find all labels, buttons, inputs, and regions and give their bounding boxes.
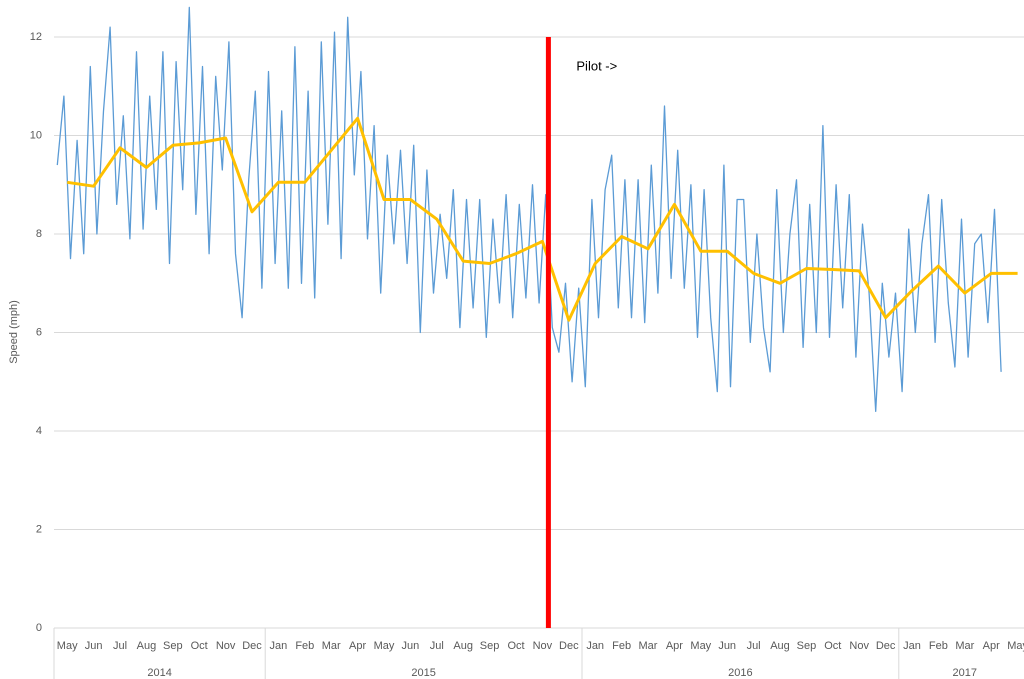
x-month-label: Nov <box>533 640 553 652</box>
x-month-label: Feb <box>295 640 314 652</box>
x-month-label: Dec <box>242 640 262 652</box>
x-month-label: Jun <box>85 640 103 652</box>
average-line <box>66 116 1018 322</box>
y-tick-label: 4 <box>36 425 42 437</box>
daily-line <box>56 6 1002 412</box>
y-tick-label: 2 <box>36 523 42 535</box>
x-month-label: May <box>57 640 78 652</box>
y-tick-label: 12 <box>30 31 42 43</box>
x-month-label: Apr <box>983 640 1000 652</box>
pilot-annotation: Pilot -> <box>576 58 617 73</box>
x-month-label: Mar <box>955 640 974 652</box>
x-month-label: Dec <box>876 640 896 652</box>
x-month-label: Sep <box>480 640 500 652</box>
x-month-label: Aug <box>453 640 473 652</box>
x-month-label: Jan <box>586 640 604 652</box>
y-tick-label: 10 <box>30 129 42 141</box>
y-tick-label: 8 <box>36 228 42 240</box>
x-month-label: Nov <box>849 640 869 652</box>
x-month-label: Jul <box>747 640 761 652</box>
x-month-label: May <box>690 640 711 652</box>
x-month-label: May <box>374 640 395 652</box>
x-month-label: Oct <box>507 640 524 652</box>
x-month-label: Jun <box>402 640 420 652</box>
y-tick-label: 6 <box>36 326 42 338</box>
x-month-label: Nov <box>216 640 236 652</box>
x-month-label: May <box>1007 640 1024 652</box>
x-month-label: Sep <box>163 640 183 652</box>
x-month-label: Mar <box>639 640 658 652</box>
x-month-label: Jan <box>903 640 921 652</box>
x-year-label: 2017 <box>953 667 977 679</box>
y-tick-label: 0 <box>36 622 42 634</box>
x-month-label: Aug <box>770 640 790 652</box>
x-month-label: Feb <box>929 640 948 652</box>
x-month-label: Jul <box>430 640 444 652</box>
x-month-label: Apr <box>349 640 366 652</box>
x-month-label: Sep <box>797 640 817 652</box>
x-year-label: 2014 <box>147 667 171 679</box>
x-month-label: Mar <box>322 640 341 652</box>
x-month-label: Jun <box>718 640 736 652</box>
x-month-label: Jul <box>113 640 127 652</box>
y-axis-title: Speed (mph) <box>8 300 20 364</box>
x-month-label: Aug <box>137 640 157 652</box>
x-month-label: Jan <box>270 640 288 652</box>
x-month-label: Oct <box>191 640 208 652</box>
x-month-label: Feb <box>612 640 631 652</box>
x-month-label: Apr <box>666 640 683 652</box>
x-year-label: 2015 <box>411 667 435 679</box>
x-year-label: 2016 <box>728 667 752 679</box>
x-month-label: Oct <box>824 640 841 652</box>
x-month-label: Dec <box>559 640 579 652</box>
